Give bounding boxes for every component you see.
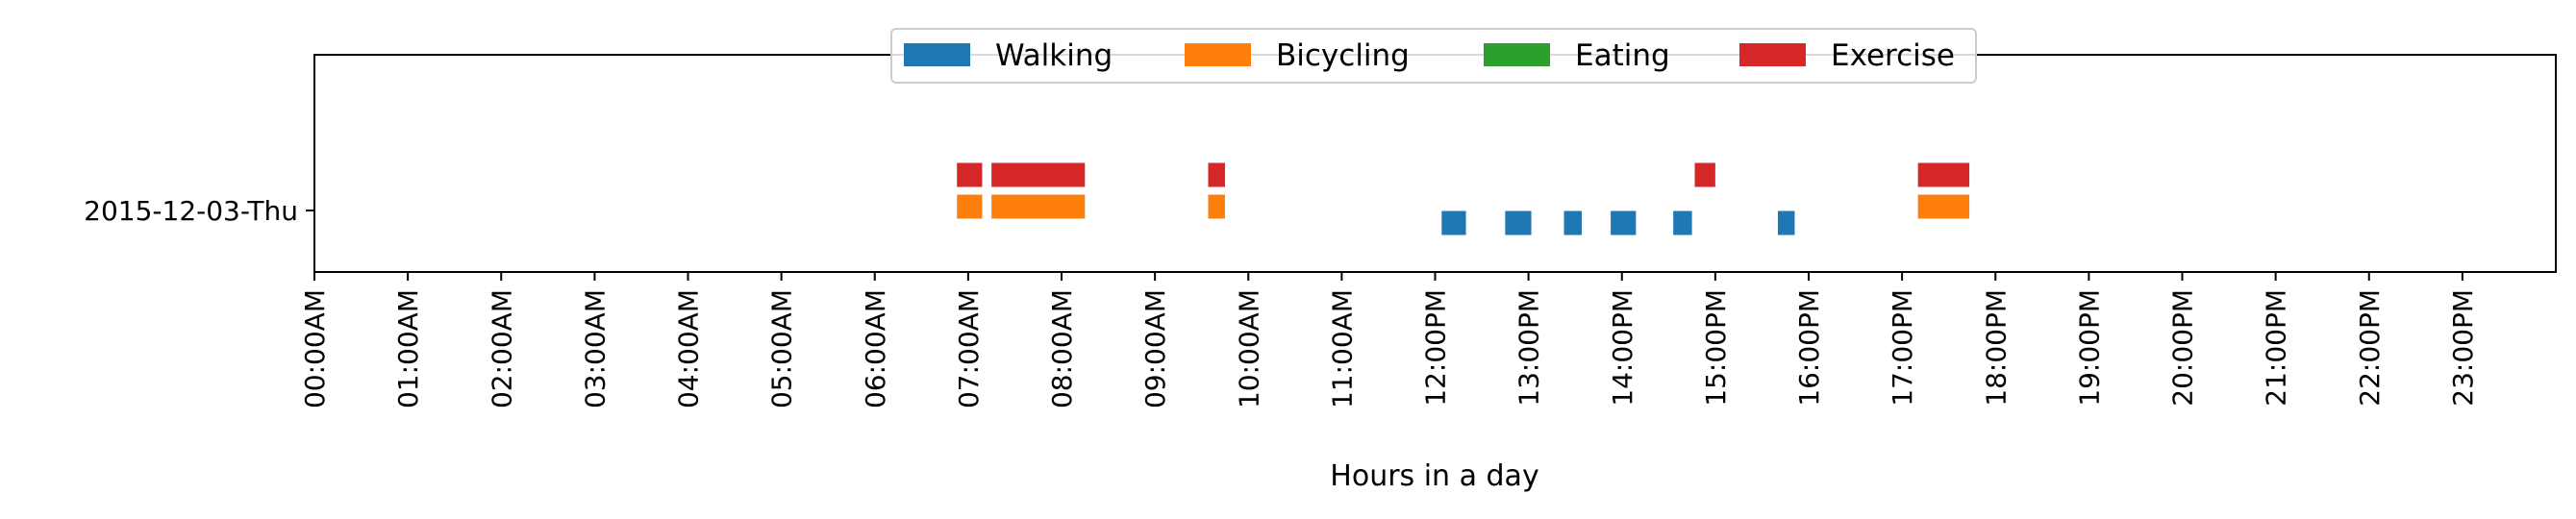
- bicycling-bar: [991, 194, 1086, 219]
- x-axis-label: Hours in a day: [1330, 459, 1538, 493]
- x-tick-label: 19:00PM: [2073, 289, 2105, 407]
- legend-swatch-bicycling: [1185, 43, 1251, 66]
- x-axis: 00:00AM 01:00AM 02:00AM 03:00AM 04:00AM 05:00…: [299, 272, 2479, 408]
- x-tick-label: 18:00PM: [1980, 289, 2012, 407]
- x-tick-label: 10:00AM: [1233, 289, 1264, 408]
- walking-bar: [1611, 210, 1637, 235]
- legend-label-exercise: Exercise: [1831, 38, 1955, 73]
- bicycling-bar: [1208, 194, 1225, 219]
- x-tick-label: 02:00AM: [486, 289, 517, 408]
- legend-swatch-walking: [904, 43, 970, 66]
- x-tick-label: 04:00AM: [673, 289, 705, 408]
- bicycling-bar: [957, 194, 983, 219]
- walking-bar: [1563, 210, 1582, 235]
- legend-swatch-exercise: [1739, 43, 1806, 66]
- x-tick-label: 16:00PM: [1793, 289, 1825, 407]
- legend-label-walking: Walking: [995, 38, 1113, 73]
- y-tick-label: 2015-12-03-Thu: [84, 195, 298, 227]
- legend-label-eating: Eating: [1575, 38, 1670, 73]
- x-tick-label: 21:00PM: [2261, 289, 2292, 407]
- x-tick-label: 09:00AM: [1139, 289, 1171, 408]
- exercise-bar: [1208, 162, 1225, 187]
- x-tick-label: 20:00PM: [2167, 289, 2199, 407]
- x-tick-label: 12:00PM: [1420, 289, 1452, 407]
- exercise-bar: [1694, 162, 1715, 187]
- y-axis: 2015-12-03-Thu: [84, 195, 314, 227]
- x-tick-label: 13:00PM: [1513, 289, 1545, 407]
- exercise-bar: [991, 162, 1086, 187]
- walking-bar: [1777, 210, 1795, 235]
- legend-swatch-eating: [1484, 43, 1550, 66]
- legend-box: [890, 28, 1977, 84]
- bars-layer: [957, 162, 1970, 235]
- x-tick-label: 00:00AM: [299, 289, 331, 408]
- legend: Walking Bicycling Eating Exercise: [890, 28, 1977, 84]
- bicycling-bar: [1917, 194, 1970, 219]
- x-tick-label: 05:00AM: [766, 289, 798, 408]
- x-tick-label: 17:00PM: [1887, 289, 1918, 407]
- exercise-bar: [957, 162, 983, 187]
- x-tick-label: 14:00PM: [1607, 289, 1638, 407]
- x-tick-label: 22:00PM: [2354, 289, 2386, 407]
- exercise-bar: [1917, 162, 1970, 187]
- x-tick-label: 06:00AM: [860, 289, 891, 408]
- walking-bar: [1505, 210, 1532, 235]
- x-tick-label: 07:00AM: [953, 289, 985, 408]
- x-tick-label: 11:00AM: [1326, 289, 1358, 408]
- x-tick-label: 15:00PM: [1700, 289, 1732, 407]
- x-tick-label: 03:00AM: [579, 289, 611, 408]
- x-tick-label: 08:00AM: [1046, 289, 1078, 408]
- legend-label-bicycling: Bicycling: [1276, 38, 1410, 73]
- x-tick-label: 01:00AM: [392, 289, 424, 408]
- x-tick-label: 23:00PM: [2447, 289, 2479, 407]
- plot-background: [314, 55, 2556, 272]
- walking-bar: [1441, 210, 1466, 235]
- walking-bar: [1673, 210, 1692, 235]
